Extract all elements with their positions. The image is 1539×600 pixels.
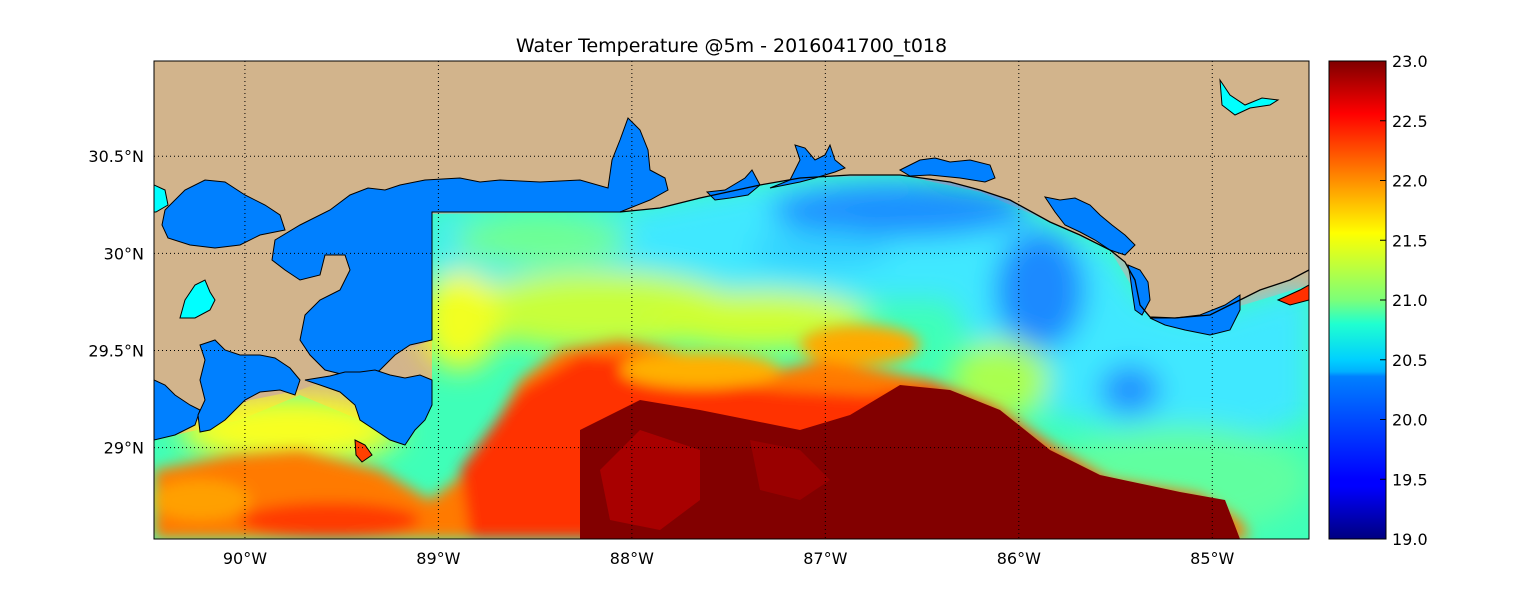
lat-tick-label: 30.5°N <box>88 147 144 166</box>
colorbar-tick-label: 23.0 <box>1392 52 1428 71</box>
gridlines <box>154 61 1309 539</box>
lon-tick-label: 87°W <box>803 549 847 568</box>
lat-tick-label: 30°N <box>104 244 144 263</box>
colorbar-gradient <box>1329 61 1386 539</box>
colorbar-tick-label: 19.0 <box>1392 530 1428 549</box>
coastline <box>619 174 1309 319</box>
colorbar-ticks: 19.0 19.5 20.0 20.5 21.0 21.5 22.0 22.5 23.0 <box>1380 52 1428 549</box>
colorbar: 19.0 19.5 20.0 20.5 21.0 21.5 22.0 22.5 23.0 <box>1328 52 1428 549</box>
lon-tick-label: 88°W <box>610 549 654 568</box>
lon-tick-label: 90°W <box>223 549 267 568</box>
map-title: Water Temperature @5m - 2016041700_t018 <box>515 35 948 57</box>
colorbar-tick-label: 21.5 <box>1392 231 1428 250</box>
colorbar-tick-label: 20.0 <box>1392 411 1428 430</box>
lat-tick-label: 29°N <box>104 439 144 458</box>
lat-tick-label: 29.5°N <box>88 342 144 361</box>
colorbar-tick-label: 22.5 <box>1392 112 1428 131</box>
lon-tick-label: 89°W <box>416 549 460 568</box>
map-frame <box>153 60 1310 540</box>
lon-tick-label: 85°W <box>1190 549 1234 568</box>
latitude-ticks: 30.5°N 30°N 29.5°N 29°N <box>88 147 144 457</box>
colorbar-tick-label: 21.0 <box>1392 291 1428 310</box>
map-area <box>154 61 1309 539</box>
colorbar-tick-label: 22.0 <box>1392 172 1428 191</box>
land-areas <box>154 61 1309 432</box>
longitude-ticks: 90°W 89°W 88°W 87°W 86°W 85°W <box>223 549 1235 568</box>
lon-tick-label: 86°W <box>997 549 1041 568</box>
colorbar-tick-label: 19.5 <box>1392 470 1428 489</box>
colorbar-tick-label: 20.5 <box>1392 351 1428 370</box>
